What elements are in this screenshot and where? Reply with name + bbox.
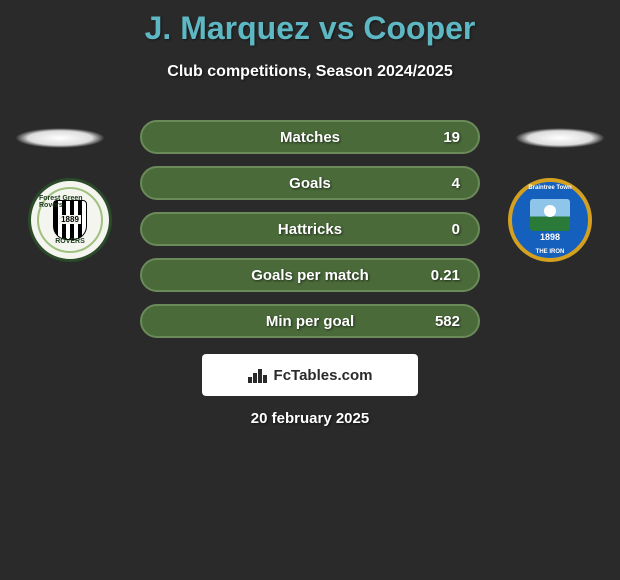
- club-badge-left: Forest Green Rovers 1889 ROVERS: [28, 178, 112, 262]
- stat-row-goals: Goals 4: [140, 166, 480, 200]
- stat-row-hattricks: Hattricks 0: [140, 212, 480, 246]
- stat-label: Goals per match: [251, 267, 369, 284]
- stat-label: Matches: [280, 129, 340, 146]
- stat-value-right: 582: [435, 313, 460, 330]
- subtitle: Club competitions, Season 2024/2025: [0, 47, 620, 81]
- stat-row-matches: Matches 19: [140, 120, 480, 154]
- date: 20 february 2025: [0, 410, 620, 427]
- stats-container: Matches 19 Goals 4 Hattricks 0 Goals per…: [140, 120, 480, 350]
- stat-label: Hattricks: [278, 221, 342, 238]
- club-right-crest-icon: [530, 199, 570, 231]
- stat-row-gpm: Goals per match 0.21: [140, 258, 480, 292]
- watermark: FcTables.com: [202, 354, 418, 396]
- club-left-tagline: ROVERS: [55, 238, 85, 245]
- stat-value-right: 0.21: [431, 267, 460, 284]
- stat-value-right: 0: [452, 221, 460, 238]
- club-right-tagline: THE IRON: [536, 249, 565, 255]
- watermark-text: FcTables.com: [274, 367, 373, 384]
- page-title: J. Marquez vs Cooper: [0, 0, 620, 47]
- bar-chart-icon: [248, 367, 268, 383]
- club-left-name: Forest Green Rovers: [39, 195, 101, 209]
- club-badge-right: Braintree Town 1898 THE IRON: [508, 178, 592, 262]
- player-photo-right: [515, 128, 605, 148]
- player-photo-left: [15, 128, 105, 148]
- stat-value-right: 4: [452, 175, 460, 192]
- stat-label: Min per goal: [266, 313, 354, 330]
- club-left-year: 1889: [59, 215, 81, 224]
- stat-value-right: 19: [443, 129, 460, 146]
- club-right-year: 1898: [540, 232, 560, 242]
- stat-row-mpg: Min per goal 582: [140, 304, 480, 338]
- stat-label: Goals: [289, 175, 331, 192]
- club-right-name: Braintree Town: [528, 185, 571, 191]
